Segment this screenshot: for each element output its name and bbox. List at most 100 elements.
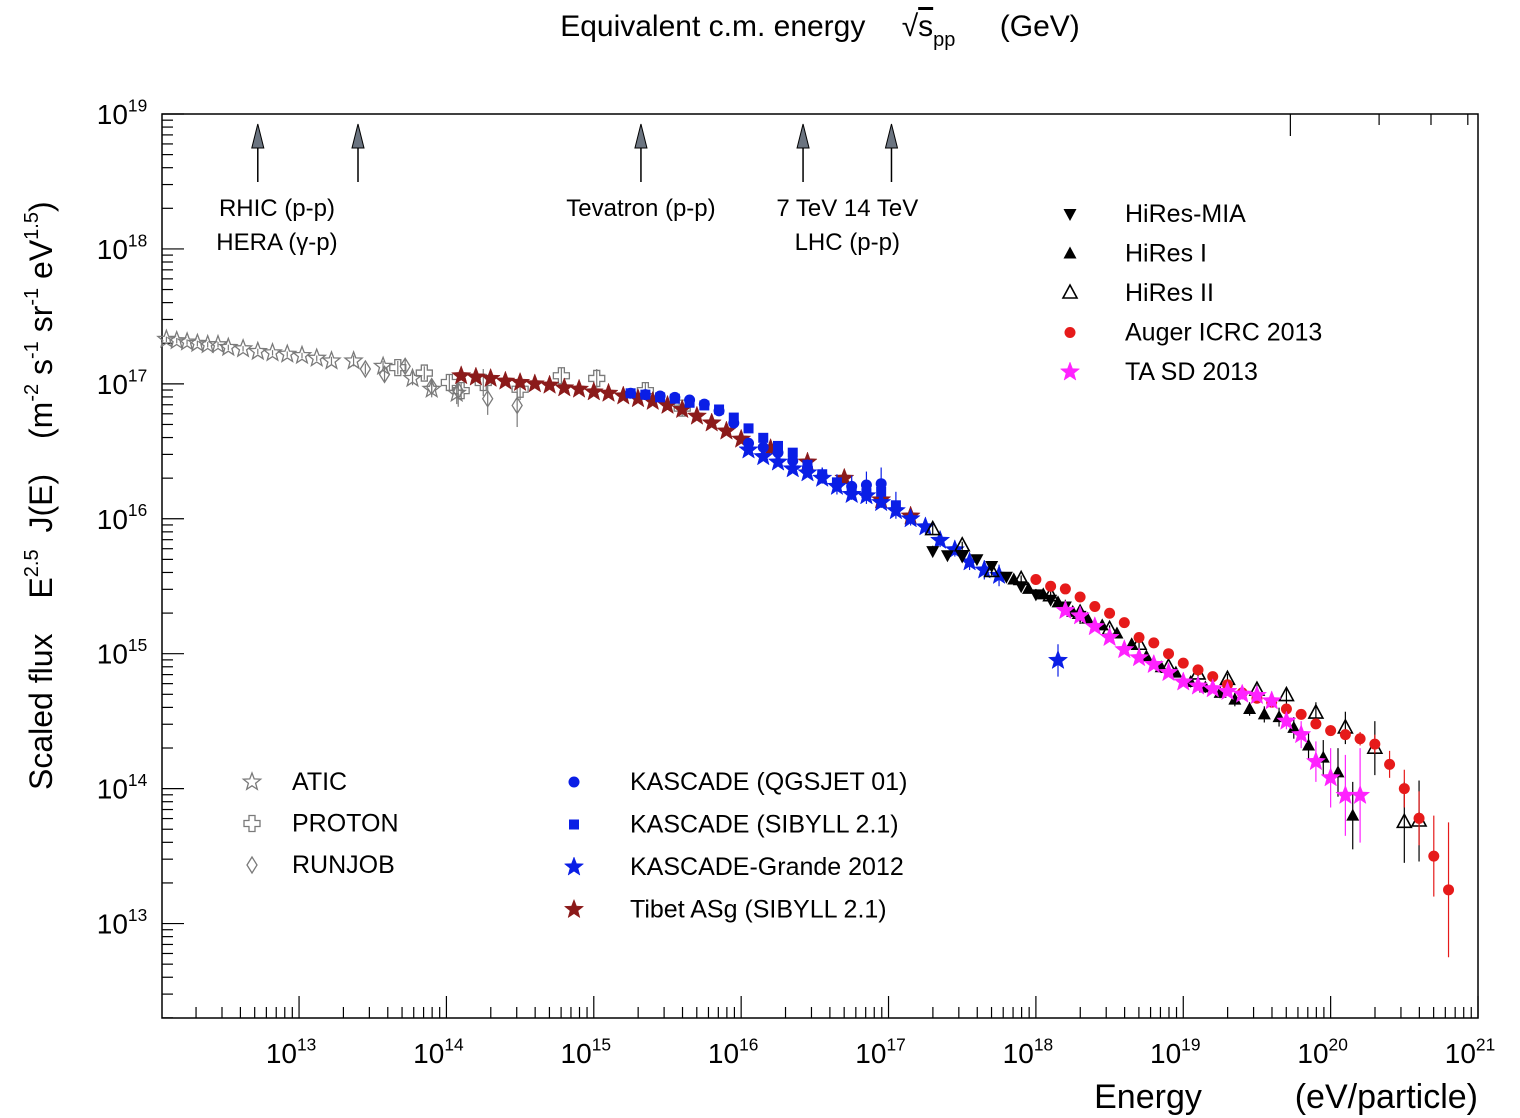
point-ta	[1261, 690, 1282, 710]
y-tick-label-15: 1015	[97, 635, 147, 670]
point-hires_mia	[970, 554, 984, 567]
x-tick-label-15-base: 10	[561, 1038, 592, 1069]
point-hires_mia	[955, 551, 969, 564]
point-auger	[1443, 884, 1455, 896]
point-runjob	[511, 396, 523, 415]
point-atic	[218, 336, 239, 357]
point-kg2012	[782, 458, 803, 478]
y-tick-label-13: 1013	[97, 905, 147, 940]
y-axis-unit-e3: -1	[21, 288, 43, 306]
point-kascade_sib	[758, 432, 769, 443]
point-ta	[1055, 599, 1076, 620]
point-auger	[1354, 733, 1366, 745]
x-tick-label-17: 1017	[855, 1034, 905, 1069]
point-kascade_sib	[773, 440, 783, 451]
point-hires1	[1346, 808, 1360, 821]
point-runjob	[425, 377, 438, 396]
y-axis-title-main: Scaled flux	[23, 633, 59, 790]
point-kg2012	[797, 462, 818, 482]
x-tick-label-20-base: 10	[1297, 1038, 1328, 1069]
series-tibet	[450, 365, 921, 525]
point-hires1	[1007, 572, 1021, 585]
legend-marker-hires2	[1061, 283, 1079, 299]
point-hires_mia	[999, 571, 1013, 584]
point-ta	[1069, 605, 1091, 625]
point-kg2012	[753, 445, 774, 466]
point-hires1	[1257, 707, 1271, 720]
point-runjob	[481, 389, 494, 408]
series-auger	[1030, 573, 1455, 958]
point-kg2012	[885, 499, 907, 520]
top-axis-sqrt-sub: pp	[933, 29, 955, 51]
y-tick-label-14: 1014	[97, 770, 148, 805]
x-tick-label-18-exp: 18	[1034, 1034, 1053, 1054]
point-auger	[1177, 657, 1189, 669]
point-ta	[1276, 710, 1297, 730]
x-tick-label-16-exp: 16	[739, 1034, 758, 1054]
point-kascade_sib	[876, 486, 887, 497]
point-kg2012	[812, 467, 833, 487]
point-auger	[1059, 583, 1071, 595]
axis-tick-labels: 1013 1014 1015 1016 1017 1018 1019 1020 10211013…	[97, 95, 1495, 1069]
point-ta	[1158, 661, 1179, 682]
legend-label-tibet: Tibet ASg (SIBYLL 2.1)	[630, 896, 887, 924]
top-axis-title-main: Equivalent c.m. energy	[560, 10, 865, 43]
point-auger	[1310, 718, 1322, 730]
point-auger	[1089, 600, 1101, 612]
point-hires2	[953, 536, 971, 552]
x-tick-label-13: 1013	[266, 1034, 316, 1069]
legend-label-runjob: RUNJOB	[292, 851, 395, 879]
x-tick-label-20-exp: 20	[1329, 1034, 1348, 1054]
x-tick-label-19: 1019	[1150, 1034, 1200, 1069]
legend-label-proton: PROTON	[292, 810, 399, 838]
point-hires2	[924, 519, 942, 536]
point-kg2012	[856, 485, 877, 505]
point-ta	[1305, 750, 1327, 771]
arrowhead-tevatron	[634, 123, 648, 149]
point-hires_mia	[926, 546, 940, 559]
point-atic	[207, 333, 229, 354]
legend-marker-auger	[1064, 327, 1076, 338]
point-tibet	[480, 367, 501, 388]
y-tick-label-19-base: 10	[97, 99, 128, 130]
y-axis-title-func: J(E)	[23, 474, 59, 533]
legend-marker-ta	[1059, 361, 1081, 381]
point-kg2012	[900, 508, 921, 528]
point-ta	[1114, 638, 1135, 659]
point-ta	[1202, 678, 1223, 698]
point-auger	[1413, 812, 1425, 824]
x-tick-label-14-exp: 14	[444, 1034, 464, 1054]
x-tick-label-14-base: 10	[413, 1038, 444, 1069]
point-hires1	[1243, 702, 1257, 715]
legend-marker-runjob	[246, 855, 258, 875]
x-tick-label-13-exp: 13	[297, 1034, 316, 1054]
legend-label-auger: Auger ICRC 2013	[1125, 319, 1322, 347]
point-hires_mia	[985, 561, 999, 573]
point-kg2012	[1047, 649, 1069, 670]
point-runjob	[399, 357, 411, 376]
legend-label-kg2012: KASCADE-Grande 2012	[630, 853, 904, 881]
point-kg2012	[738, 439, 759, 459]
point-auger	[1104, 607, 1116, 619]
point-auger	[1339, 729, 1351, 741]
x-tick-label-19-base: 10	[1150, 1038, 1181, 1069]
series-kg2012	[738, 439, 1069, 677]
point-auger	[1192, 664, 1204, 676]
point-kascade_sib	[699, 400, 710, 411]
point-kascade_sib	[714, 404, 725, 415]
y-tick-label-13-exp: 13	[128, 905, 147, 925]
point-hires1	[1228, 692, 1242, 705]
point-auger	[1030, 573, 1042, 585]
x-tick-label-20: 1020	[1297, 1034, 1347, 1069]
point-atic	[232, 337, 254, 358]
point-kascade_sib	[684, 397, 695, 408]
point-auger	[1384, 758, 1396, 770]
series-proton	[389, 359, 691, 417]
point-ta	[1187, 675, 1209, 695]
lhc-energies-label: 7 TeV 14 TeV	[776, 195, 918, 222]
point-auger	[1325, 725, 1337, 737]
point-tibet	[730, 428, 752, 448]
point-hires2	[1042, 585, 1059, 602]
point-atic	[247, 340, 269, 361]
